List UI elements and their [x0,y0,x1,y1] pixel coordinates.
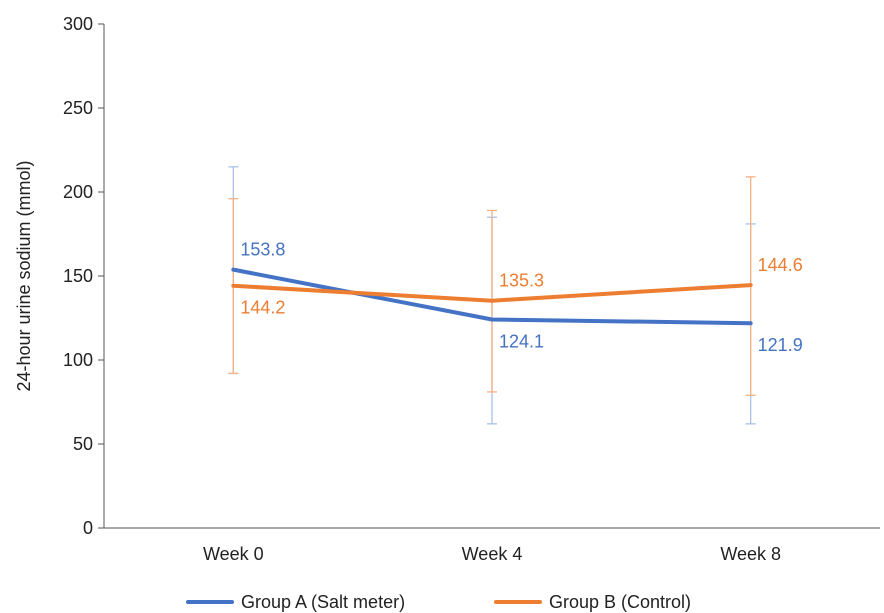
data-label: 135.3 [499,271,544,291]
data-label: 144.2 [240,298,285,318]
y-tick-label: 150 [63,266,93,286]
data-label: 153.8 [240,240,285,260]
error-bars [228,166,756,425]
series-line-group-b [231,283,753,303]
data-labels: 153.8 124.1 121.9 144.2 135.3 144.6 [240,240,802,356]
y-axis-title: 24-hour urine sodium (mmol) [14,160,34,391]
y-tick-label: 100 [63,350,93,370]
legend: Group A (Salt meter) Group B (Control) [186,592,691,612]
series-lines [231,267,753,326]
series-line-group-a [231,267,753,326]
data-label: 144.6 [758,255,803,275]
y-tick-label: 0 [83,518,93,538]
x-axis: Week 0 Week 4 Week 8 [104,527,880,564]
y-tick-label: 200 [63,182,93,202]
x-tick-label: Week 4 [462,544,523,564]
legend-item: Group A (Salt meter) [186,592,405,612]
x-tick-label: Week 8 [720,544,781,564]
y-tick-label: 50 [73,434,93,454]
legend-label: Group A (Salt meter) [241,592,405,612]
y-tick-label: 250 [63,98,93,118]
y-axis: 0 50 100 150 200 250 300 [63,14,105,538]
data-label: 121.9 [758,335,803,355]
legend-item: Group B (Control) [494,592,691,612]
legend-label: Group B (Control) [549,592,691,612]
data-label: 124.1 [499,332,544,352]
x-tick-label: Week 0 [203,544,264,564]
y-tick-label: 300 [63,14,93,34]
